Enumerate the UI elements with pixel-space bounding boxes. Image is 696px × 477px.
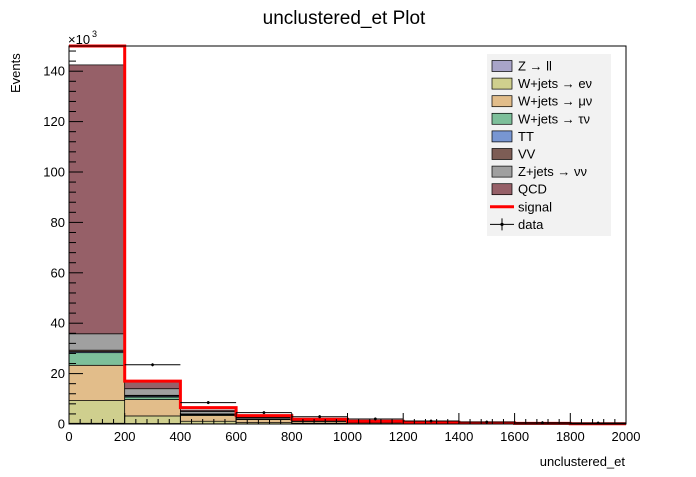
x-tick-label: 0 xyxy=(65,429,72,444)
x-tick-label: 1200 xyxy=(389,429,418,444)
x-tick-label: 1800 xyxy=(556,429,585,444)
legend-label-5: VV xyxy=(518,147,536,162)
legend-label-1: W+jets → eν xyxy=(518,76,592,91)
x-tick-label: 2000 xyxy=(612,429,641,444)
stack-bar-2-1 xyxy=(125,400,181,416)
legend-swatch-5 xyxy=(492,149,512,160)
stack-bar-3-1 xyxy=(125,397,181,400)
y-tick-label: 40 xyxy=(51,316,65,331)
x-tick-label: 200 xyxy=(114,429,136,444)
y-tick-label: 20 xyxy=(51,366,65,381)
data-point-7 xyxy=(485,421,488,424)
legend-swatch-3 xyxy=(492,113,512,124)
legend-label-8: signal xyxy=(518,199,552,214)
legend-swatch-data-point xyxy=(500,223,503,226)
x-tick-label: 1000 xyxy=(333,429,362,444)
legend-swatch-7 xyxy=(492,184,512,195)
y-tick-label: 60 xyxy=(51,265,65,280)
x-tick-label: 1400 xyxy=(444,429,473,444)
legend-swatch-4 xyxy=(492,131,512,142)
stack-bar-7-0 xyxy=(69,65,125,334)
x-tick-label: 1600 xyxy=(500,429,529,444)
legend-label-9: data xyxy=(518,217,544,232)
data-point-2 xyxy=(207,401,210,404)
y-tick-label: 140 xyxy=(43,64,65,79)
chart-title: unclustered_et Plot xyxy=(263,8,426,29)
stack-bar-7-2 xyxy=(180,410,236,411)
stack-bar-2-0 xyxy=(69,365,125,400)
y-axis-label: Events xyxy=(8,53,23,93)
x-axis-label: unclustered_et xyxy=(540,454,626,469)
stack-bar-3-0 xyxy=(69,353,125,366)
stack-bar-6-1 xyxy=(125,389,181,396)
legend-swatch-6 xyxy=(492,166,512,177)
y-multiplier-exponent: 3 xyxy=(92,29,97,39)
legend-label-0: Z → ll xyxy=(518,59,552,74)
legend-swatch-0 xyxy=(492,61,512,72)
stack-bar-6-0 xyxy=(69,334,125,350)
legend-swatch-2 xyxy=(492,96,512,107)
stack-bar-2-2 xyxy=(180,415,236,421)
data-point-4 xyxy=(318,415,321,418)
data-point-5 xyxy=(374,418,377,421)
x-tick-label: 800 xyxy=(281,429,303,444)
y-tick-label: 0 xyxy=(58,417,65,432)
y-tick-label: 80 xyxy=(51,215,65,230)
data-point-6 xyxy=(430,420,433,423)
legend-label-2: W+jets → μν xyxy=(518,94,592,109)
y-tick-label: 120 xyxy=(43,114,65,129)
data-point-3 xyxy=(263,411,266,414)
legend-label-4: TT xyxy=(518,129,534,144)
stack-bar-1-2 xyxy=(180,421,236,424)
x-tick-label: 600 xyxy=(225,429,247,444)
y-tick-label: 100 xyxy=(43,165,65,180)
legend: Z → ll W+jets → eν W+jets → μν W+jets → τν T… xyxy=(487,54,611,236)
stack-bar-1-1 xyxy=(125,416,181,424)
data-point-1 xyxy=(151,363,154,366)
stack-bar-6-2 xyxy=(180,411,236,414)
legend-swatch-1 xyxy=(492,78,512,89)
legend-label-7: QCD xyxy=(518,182,547,197)
legend-label-3: W+jets → τν xyxy=(518,111,590,126)
x-tick-label: 400 xyxy=(170,429,192,444)
stack-bar-2-3 xyxy=(236,420,292,423)
legend-label-6: Z+jets → νν xyxy=(518,164,587,179)
stack-bar-1-0 xyxy=(69,401,125,424)
